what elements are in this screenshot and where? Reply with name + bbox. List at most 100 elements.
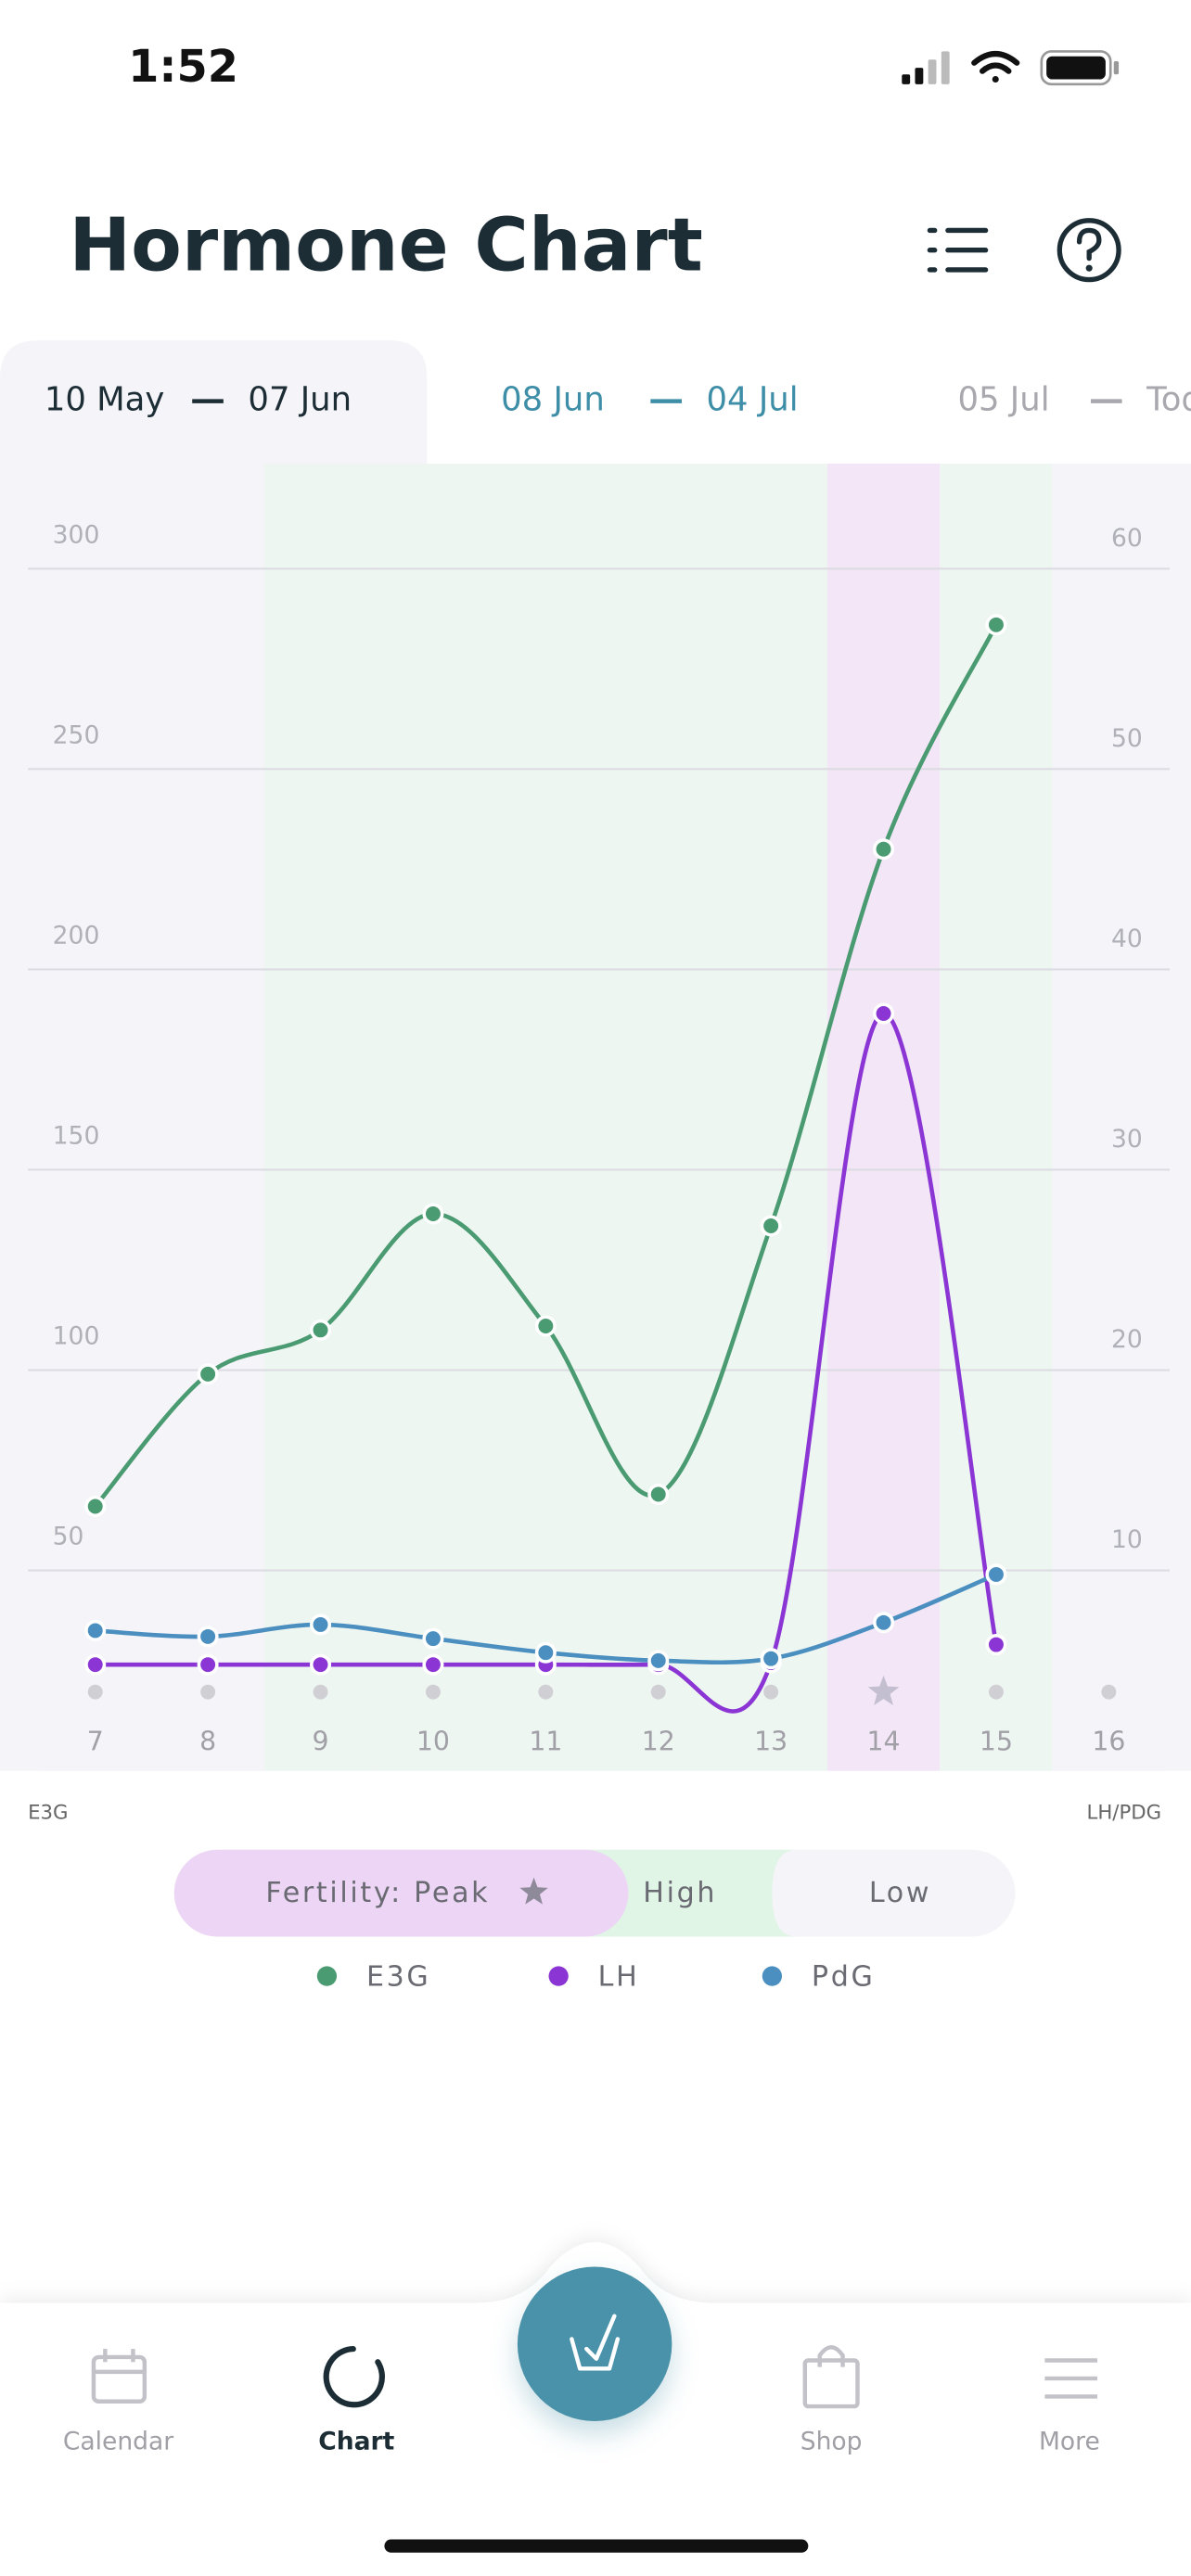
day-marker	[538, 1684, 554, 1700]
data-point	[422, 1203, 444, 1225]
legend-dot	[548, 1966, 569, 1986]
peak-marker	[867, 1675, 900, 1706]
fertility-band	[39, 463, 152, 1771]
data-point	[197, 1363, 219, 1385]
y2-axis-label: LH/PDG	[1086, 1802, 1161, 1825]
x-tick-label: 14	[867, 1727, 901, 1757]
chart-icon	[323, 2345, 385, 2408]
day-marker	[650, 1684, 666, 1700]
tab-start[interactable]: 10 May	[45, 381, 165, 419]
data-point	[534, 1315, 557, 1337]
home-indicator	[384, 2539, 809, 2553]
more-icon	[1044, 2358, 1098, 2399]
data-point	[873, 1612, 895, 1634]
fertility-band	[940, 463, 1053, 1771]
x-tick-label: 9	[313, 1727, 329, 1757]
day-marker	[425, 1684, 441, 1700]
tab-start[interactable]: 05 Jul	[958, 381, 1050, 419]
legend-label: Fertility: Peak	[265, 1877, 490, 1909]
x-tick-label: 10	[416, 1727, 450, 1757]
legend-label: High	[643, 1877, 717, 1909]
data-point	[84, 1653, 107, 1676]
nav-label[interactable]: More	[1039, 2428, 1100, 2456]
y2-tick-label: 10	[1111, 1525, 1143, 1554]
data-point	[760, 1648, 782, 1670]
data-point	[422, 1627, 444, 1650]
data-point	[985, 1634, 1007, 1656]
help-button[interactable]	[1057, 218, 1121, 283]
fertility-band	[263, 463, 378, 1771]
list-button[interactable]	[927, 227, 989, 273]
fertility-band	[151, 463, 264, 1771]
legend-dot	[316, 1966, 338, 1986]
data-point	[197, 1626, 219, 1648]
y-tick-label: 200	[53, 921, 100, 950]
log-test-button[interactable]	[517, 2266, 672, 2422]
day-marker	[87, 1684, 103, 1700]
x-tick-label: 13	[754, 1727, 788, 1757]
data-point	[84, 1495, 107, 1517]
tab-end[interactable]: 04 Jul	[707, 381, 799, 419]
legend-label: PdG	[812, 1960, 876, 1993]
y-tick-label: 50	[53, 1523, 84, 1551]
fertility-legend: Fertility: Peak High Low	[173, 1849, 1016, 1937]
day-marker	[200, 1684, 216, 1700]
nav-label[interactable]: Chart	[318, 2428, 394, 2456]
day-marker	[1101, 1684, 1117, 1700]
shop-icon	[802, 2345, 860, 2409]
nav-label[interactable]: Shop	[800, 2428, 863, 2456]
nav-label[interactable]: Calendar	[63, 2428, 173, 2456]
x-tick-label: 8	[199, 1727, 216, 1757]
day-marker	[763, 1684, 779, 1700]
x-tick-label: 16	[1092, 1727, 1125, 1757]
fertility-band	[377, 463, 490, 1771]
data-point	[985, 614, 1007, 636]
data-point	[422, 1653, 444, 1676]
status-time: 1:52	[128, 42, 238, 93]
legend-star	[519, 1877, 548, 1905]
series-legend: E3G LH PdG	[316, 1960, 876, 1993]
x-tick-label: 7	[87, 1727, 104, 1757]
x-tick-label: 15	[980, 1727, 1013, 1757]
y-tick-label: 100	[53, 1322, 100, 1351]
series-line	[95, 1011, 999, 1714]
y-axis-label: E3G	[28, 1802, 68, 1825]
fab-icon	[570, 2314, 621, 2371]
data-point	[310, 1319, 332, 1341]
data-point	[310, 1613, 332, 1636]
page-title: Hormone Chart	[69, 202, 702, 288]
battery-icon	[1040, 50, 1120, 86]
day-marker	[988, 1684, 1004, 1700]
legend-label: E3G	[366, 1960, 430, 1993]
legend-segment	[173, 1849, 629, 1937]
signal-icon	[902, 51, 950, 84]
tab-end[interactable]: Today	[1146, 381, 1191, 419]
y2-tick-label: 60	[1111, 524, 1143, 553]
data-point	[84, 1619, 107, 1641]
data-point	[647, 1484, 670, 1506]
calendar-icon	[91, 2349, 147, 2404]
fertility-band	[826, 463, 941, 1771]
legend-segment	[584, 1849, 797, 1937]
data-point	[647, 1650, 670, 1672]
data-point	[197, 1653, 219, 1676]
legend-label: LH	[598, 1960, 640, 1993]
day-marker	[313, 1684, 328, 1700]
data-point	[873, 1002, 895, 1025]
y-tick-label: 300	[53, 520, 100, 549]
tab-end[interactable]: 07 Jun	[248, 381, 352, 419]
y2-tick-label: 30	[1111, 1125, 1143, 1154]
tab-start[interactable]: 08 Jun	[501, 381, 605, 419]
data-point	[760, 1215, 782, 1237]
wifi-icon	[971, 50, 1020, 83]
data-point	[985, 1563, 1007, 1586]
series-line	[93, 623, 999, 1508]
legend-label: Low	[869, 1877, 931, 1909]
fertility-band	[602, 463, 715, 1771]
data-point	[873, 838, 895, 861]
y2-tick-label: 20	[1111, 1325, 1143, 1354]
x-tick-label: 12	[642, 1727, 675, 1757]
x-tick-label: 11	[529, 1727, 562, 1757]
data-point	[534, 1641, 557, 1664]
